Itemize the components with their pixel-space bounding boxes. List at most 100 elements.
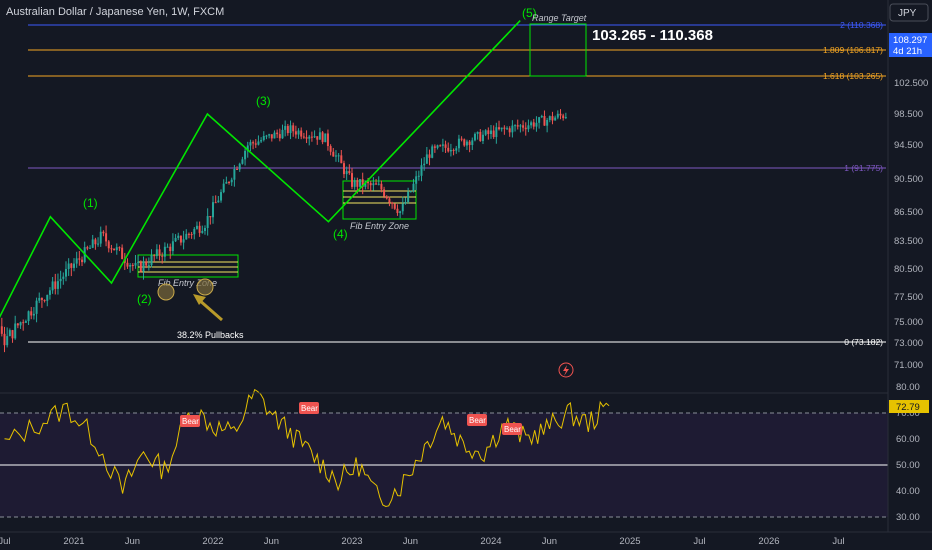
candle-body	[503, 127, 506, 129]
candle-body	[540, 116, 543, 118]
candle-body	[153, 255, 156, 257]
candle-body	[198, 225, 201, 233]
currency-badge[interactable]: JPY	[889, 3, 929, 22]
time-tick-4: Jun	[264, 536, 279, 547]
candle-body	[238, 163, 241, 170]
candle-body	[404, 201, 407, 204]
candle-body	[388, 198, 391, 203]
candle-body	[514, 125, 517, 127]
fib-entry-zone-label-1: Fib Entry Zone	[158, 278, 217, 288]
candle-body	[246, 145, 249, 151]
candle-body	[302, 136, 305, 138]
candle-body	[538, 117, 541, 123]
rsi-tick-4: 40.00	[896, 486, 920, 497]
candle-body	[463, 139, 466, 146]
pullback-marker-2	[196, 278, 214, 296]
price-tick-4: 83.500	[894, 236, 923, 247]
candle-body	[468, 141, 471, 146]
candle-body	[81, 259, 84, 263]
chart-title: Australian Dollar / Japanese Yen, 1W, FX…	[6, 6, 224, 18]
candle-body	[460, 138, 463, 140]
candle-body	[498, 127, 501, 130]
price-tick-9: 71.000	[894, 360, 923, 371]
candle-body	[524, 127, 527, 130]
candle-body	[163, 246, 166, 257]
candle-body	[110, 248, 113, 250]
candle-body	[30, 311, 33, 316]
candle-body	[67, 263, 70, 269]
candle-body	[147, 265, 150, 267]
candle-body	[559, 113, 562, 116]
price-tick-3: 86.500	[894, 207, 923, 218]
candle-body	[428, 154, 431, 158]
time-tick-9: 2025	[619, 536, 640, 547]
candle-body	[332, 151, 335, 157]
price-tick-5: 80.500	[894, 264, 923, 275]
svg-text:108.297: 108.297	[893, 35, 927, 46]
candle-body	[187, 233, 190, 235]
candle-body	[99, 231, 102, 244]
rsi-tick-1: 70.00	[896, 408, 920, 419]
candle-body	[340, 155, 343, 164]
candle-body	[115, 247, 118, 251]
price-tick-8: 73.000	[894, 338, 923, 349]
lightning-icon[interactable]	[558, 362, 574, 378]
rsi-tick-2: 60.00	[896, 434, 920, 445]
candle-body	[236, 168, 239, 170]
candle-body	[8, 330, 11, 337]
candle-body	[294, 131, 297, 135]
svg-text:Bear: Bear	[469, 416, 486, 425]
candle-body	[385, 196, 388, 199]
candle-body	[409, 191, 412, 193]
wave-label-1: (1)	[83, 196, 98, 210]
candle-body	[185, 233, 188, 240]
candle-body	[94, 239, 97, 245]
candle-body	[407, 191, 410, 202]
candle-body	[535, 122, 538, 127]
target-range-box	[529, 23, 587, 77]
price-scale[interactable]	[888, 0, 932, 532]
time-tick-3: 2022	[202, 536, 223, 547]
candle-body	[369, 183, 372, 186]
wave-label-4: (4)	[333, 227, 348, 241]
candle-body	[417, 175, 420, 177]
bear-badge-4: Bear	[502, 423, 522, 435]
candle-body	[527, 125, 530, 130]
candle-body	[171, 241, 174, 252]
price-tick-7: 75.000	[894, 317, 923, 328]
candle-body	[393, 203, 396, 209]
candle-body	[254, 143, 257, 145]
candle-body	[516, 125, 519, 127]
candle-body	[292, 125, 295, 132]
candle-body	[334, 155, 337, 157]
candle-body	[70, 263, 73, 268]
candle-body	[286, 126, 289, 134]
candle-body	[543, 116, 546, 126]
rsi-reference-lines	[0, 412, 888, 518]
time-axis[interactable]: Jul 2021 Jun 2022 Jun 2023 Jun 2024 Jun 2025 Jul 20…	[0, 536, 845, 547]
candle-body	[396, 208, 399, 214]
candle-body	[326, 133, 329, 147]
candle-body	[441, 144, 444, 146]
current-price-badge: 108.297 4d 21h	[889, 33, 932, 57]
candle-body	[399, 211, 402, 214]
price-tick-2: 90.500	[894, 174, 923, 185]
candle-body	[46, 294, 49, 301]
candle-body	[257, 141, 260, 145]
candle-body	[500, 127, 503, 130]
target-range-text: 103.265 - 110.368	[592, 27, 713, 44]
candle-body	[479, 131, 482, 142]
candle-body	[190, 234, 193, 236]
candle-body	[217, 200, 220, 203]
candle-body	[145, 261, 148, 266]
svg-text:Bear: Bear	[182, 417, 199, 426]
candle-body	[155, 249, 158, 257]
rsi-tick-0: 80.00	[896, 382, 920, 393]
candle-body	[244, 150, 247, 160]
candle-body	[14, 323, 17, 339]
candle-body	[166, 246, 169, 248]
candle-body	[174, 237, 177, 242]
candle-body	[169, 246, 172, 252]
svg-text:JPY: JPY	[898, 8, 917, 19]
